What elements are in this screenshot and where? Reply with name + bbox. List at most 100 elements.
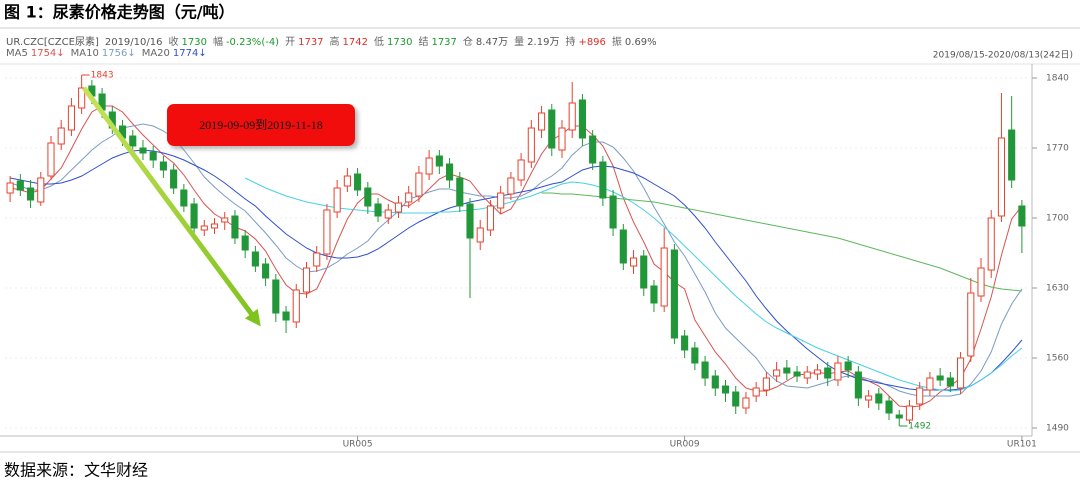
- candle-body: [578, 99, 586, 139]
- candle-body: [139, 147, 147, 154]
- candle-body: [354, 173, 362, 191]
- quote-value: -0.23%(-4): [225, 37, 280, 48]
- candle-body: [783, 367, 791, 374]
- plot-area: 1490 1560 1630 1700 1770 1840 UR005 UR009 UR101 1…: [5, 71, 1069, 450]
- y-tick-label: 1700: [1046, 214, 1069, 224]
- trend-arrow: [81, 86, 261, 327]
- legend-value: 1774↓: [172, 48, 207, 59]
- candle-body: [997, 137, 1006, 217]
- quote-value: 1737: [298, 37, 324, 48]
- candle-body: [599, 161, 607, 199]
- candle-body: [425, 157, 433, 175]
- candle-body: [456, 177, 464, 207]
- candle-body: [681, 335, 689, 351]
- candle-body: [323, 209, 331, 255]
- candle-body: [292, 289, 300, 323]
- quote-value: UR.CZC[CZCE尿素]: [6, 37, 99, 48]
- min-label: 1492: [908, 422, 931, 432]
- candle-body: [946, 377, 954, 387]
- source: 数据来源：文华财经: [4, 461, 148, 480]
- quote-value: 2019/10/16: [104, 37, 163, 48]
- candle-body: [721, 385, 730, 394]
- candle-body: [926, 377, 934, 391]
- quote-value: 2.19万: [527, 37, 560, 48]
- candle-body: [364, 187, 372, 207]
- candle-body: [149, 151, 157, 161]
- y-tick-label: 1770: [1046, 144, 1069, 154]
- candle-body: [895, 414, 903, 419]
- candle-body: [486, 205, 495, 231]
- candle-body: [640, 255, 648, 289]
- ma-line: [541, 192, 1022, 292]
- candle-body: [200, 225, 208, 231]
- candle-body: [1018, 205, 1026, 227]
- candle-body: [793, 371, 801, 377]
- candle-body: [629, 257, 638, 267]
- legend-value: 1756↓: [101, 48, 136, 59]
- candle-body: [773, 369, 781, 377]
- candle-body: [435, 155, 443, 167]
- candle-body: [241, 235, 249, 251]
- candle-body: [905, 405, 914, 421]
- candle-body: [803, 371, 811, 379]
- candle-body: [343, 175, 351, 187]
- candle-body: [537, 112, 546, 131]
- candle-body: [711, 375, 719, 389]
- quote-label: 幅: [212, 37, 223, 48]
- candle-body: [221, 217, 229, 223]
- annotation-box: [167, 104, 355, 146]
- candle-body: [691, 347, 699, 364]
- candle-body: [262, 263, 270, 279]
- candle-body: [394, 202, 403, 213]
- ma-line: [244, 177, 1023, 392]
- candle-body: [446, 163, 454, 181]
- x-tick-label: UR005: [343, 440, 373, 450]
- y-tick-label: 1490: [1046, 424, 1069, 434]
- candle-body: [1008, 129, 1016, 181]
- quote-value: 1742: [342, 37, 368, 48]
- candle-body: [333, 187, 341, 213]
- candle-body: [190, 203, 198, 229]
- range-text: 2019/08/15-2020/08/13(242日): [933, 50, 1073, 61]
- quote-label: 高: [329, 37, 340, 48]
- candle-body: [272, 279, 280, 314]
- candle-body: [589, 135, 597, 164]
- quote-value: 1737: [431, 37, 457, 48]
- legend-name: MA10: [70, 48, 99, 59]
- quote-row: UR.CZC[CZCE尿素] 2019/10/16 收 1730 幅 -0.23%(-4)…: [6, 33, 663, 48]
- title: 图 1：尿素价格走势图（元/吨）: [4, 3, 235, 22]
- quote-label: 仓: [462, 37, 473, 48]
- legend-value: 1754↓: [30, 48, 65, 59]
- candle-body: [466, 203, 474, 239]
- candle-body: [977, 267, 985, 297]
- quote-label: 量: [514, 37, 525, 48]
- candle-body: [609, 195, 617, 229]
- quote-label: 收: [168, 37, 179, 48]
- quote-label: 开: [285, 37, 296, 48]
- candle-body: [57, 127, 65, 145]
- quote-label: 结: [418, 37, 429, 48]
- candle-body: [732, 391, 740, 407]
- candle-body: [37, 177, 45, 203]
- candle-body: [384, 209, 392, 219]
- candle-body: [844, 361, 852, 371]
- candle-body: [159, 161, 167, 171]
- candle-body: [619, 229, 627, 264]
- candle-body: [967, 292, 975, 357]
- candle-body: [47, 142, 55, 177]
- candle-body: [302, 267, 311, 293]
- candle-body: [752, 387, 760, 397]
- candle-body: [517, 159, 525, 181]
- legend-name: MA5: [6, 48, 28, 59]
- candle-body: [251, 251, 259, 267]
- ma-line: [10, 105, 1023, 408]
- candle-body: [936, 375, 944, 381]
- quote-value: 0.69%: [624, 37, 657, 48]
- quote-label: 低: [374, 37, 384, 48]
- candle-body: [813, 369, 822, 375]
- candle-body: [180, 189, 188, 207]
- candle-body: [742, 397, 750, 409]
- x-tick-label: UR101: [1007, 440, 1037, 450]
